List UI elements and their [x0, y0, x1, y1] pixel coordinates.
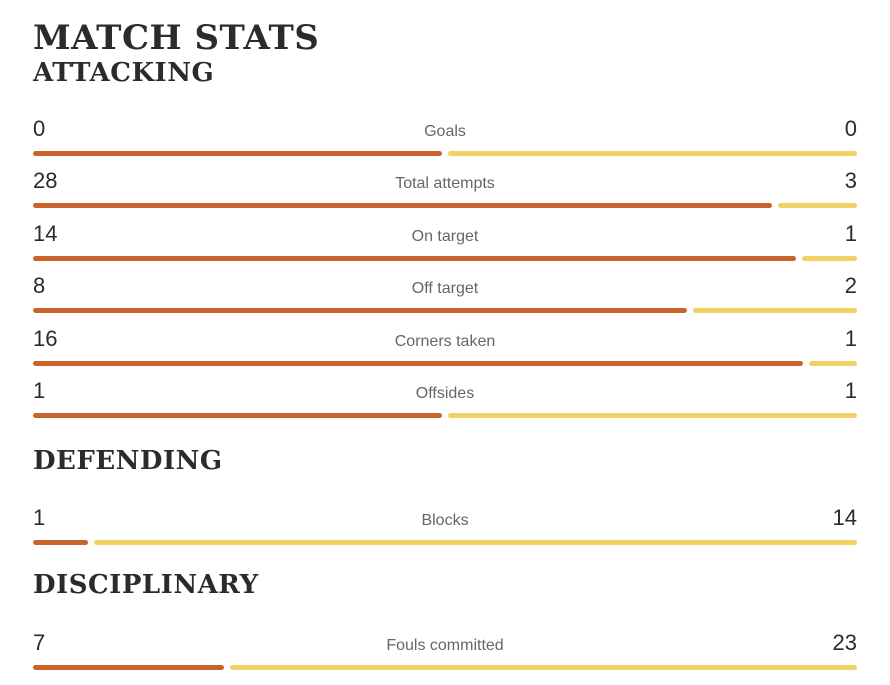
stat-row-corners-taken: 16 Corners taken 1 [33, 326, 857, 376]
away-bar [693, 308, 857, 313]
home-bar [33, 361, 803, 366]
home-bar [33, 203, 772, 208]
comparison-bar [33, 361, 857, 366]
stat-label: Blocks [421, 512, 469, 529]
comparison-bar [33, 308, 857, 313]
comparison-bar [33, 413, 857, 418]
away-bar [230, 665, 857, 670]
stat-label: Offsides [415, 385, 475, 402]
home-bar [33, 540, 88, 545]
stat-label: Fouls committed [386, 637, 504, 654]
stat-row-blocks: 1 Blocks 14 [33, 505, 857, 555]
stat-label: Goals [424, 123, 466, 140]
home-value: 8 [33, 273, 46, 298]
stat-row-total-attempts: 28 Total attempts 3 [33, 168, 857, 218]
stat-row-off-target: 8 Off target 2 [33, 273, 857, 323]
away-bar [778, 203, 857, 208]
away-value: 1 [844, 326, 857, 351]
away-bar [809, 361, 857, 366]
home-bar [33, 413, 442, 418]
comparison-bar [33, 203, 857, 208]
away-value: 1 [844, 221, 857, 246]
stat-label: Corners taken [394, 333, 496, 350]
stat-row-fouls-committed: 7 Fouls committed 23 [33, 630, 857, 680]
home-value: 28 [33, 168, 58, 193]
away-bar [448, 413, 857, 418]
stat-label: Off target [411, 280, 479, 297]
comparison-bar [33, 540, 857, 545]
away-bar [802, 256, 857, 261]
away-bar [448, 151, 857, 156]
home-value: 7 [33, 630, 46, 655]
home-value: 16 [33, 326, 58, 351]
stat-row-on-target: 14 On target 1 [33, 221, 857, 271]
home-bar [33, 256, 796, 261]
home-value: 1 [33, 378, 46, 403]
home-value: 14 [33, 221, 58, 246]
stat-row-goals: 0 Goals 0 [33, 116, 857, 166]
away-value: 3 [844, 168, 857, 193]
away-value: 2 [844, 273, 857, 298]
comparison-bar [33, 256, 857, 261]
home-value: 1 [33, 505, 46, 530]
home-bar [33, 308, 687, 313]
away-bar [94, 540, 857, 545]
stat-label: Total attempts [395, 175, 495, 192]
comparison-bar [33, 151, 857, 156]
stat-label: On target [411, 228, 479, 245]
comparison-bar [33, 665, 857, 670]
home-bar [33, 151, 442, 156]
home-bar [33, 665, 224, 670]
away-value: 0 [844, 116, 857, 141]
home-value: 0 [33, 116, 46, 141]
stat-row-offsides: 1 Offsides 1 [33, 378, 857, 428]
away-value: 23 [832, 630, 857, 655]
section-title-defending: DEFENDING [33, 446, 223, 476]
away-value: 1 [844, 378, 857, 403]
section-title-disciplinary: DISCIPLINARY [33, 570, 259, 600]
away-value: 14 [832, 505, 857, 530]
section-title-attacking: ATTACKING [33, 58, 215, 88]
page-title: MATCH STATS [33, 18, 320, 58]
